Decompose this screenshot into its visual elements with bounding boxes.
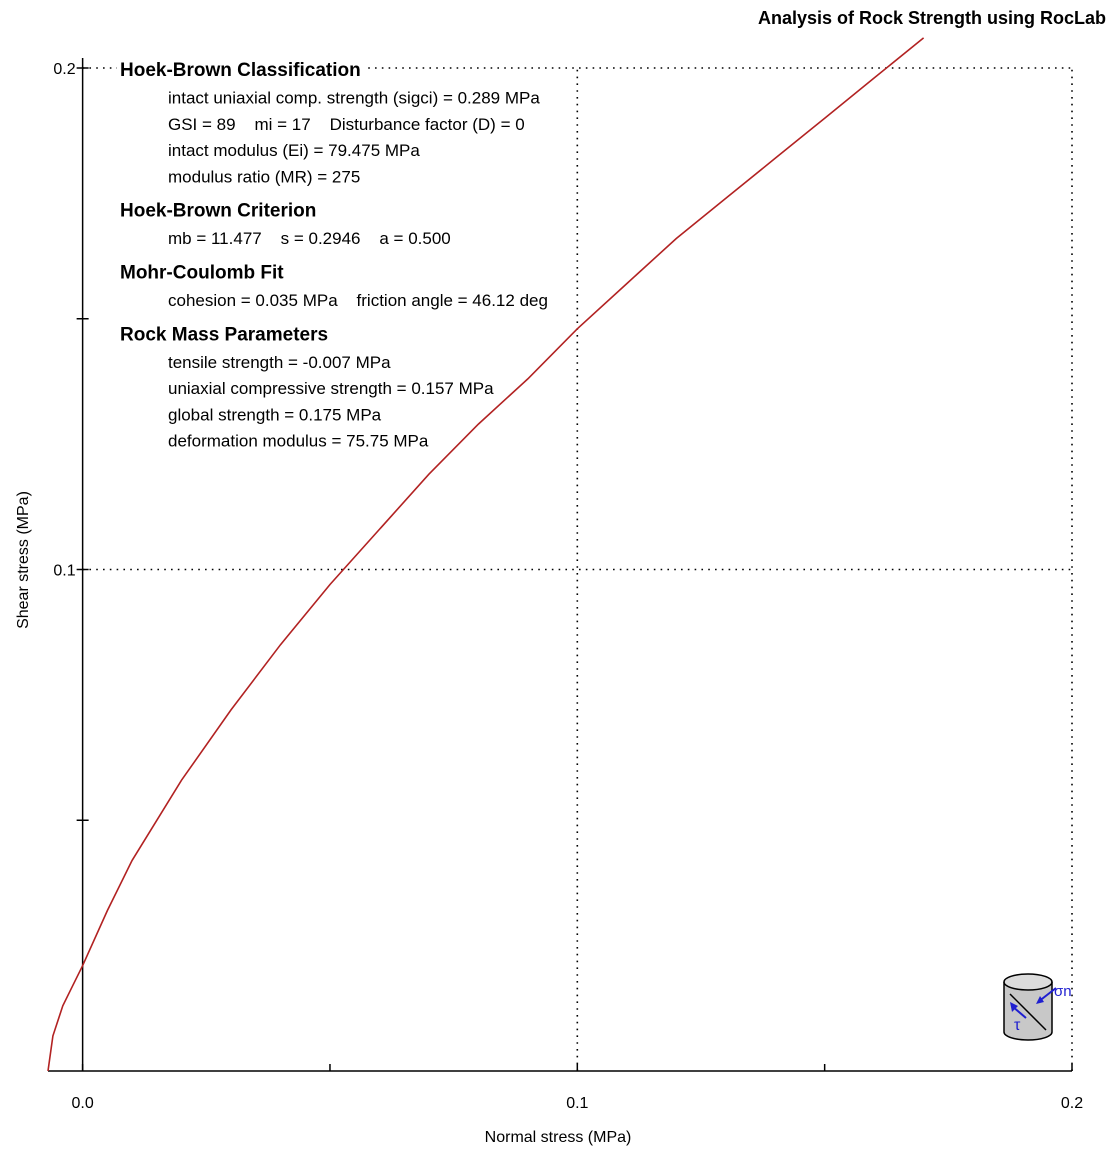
label-masks bbox=[117, 59, 553, 452]
x-tick-label: 0.1 bbox=[566, 1095, 588, 1112]
label-backing bbox=[165, 113, 530, 135]
parameter-line: cohesion = 0.035 MPa friction angle = 46… bbox=[168, 291, 548, 310]
x-tick-label: 0.0 bbox=[72, 1095, 94, 1112]
label-backing bbox=[165, 228, 456, 250]
y-tick-label: 0.2 bbox=[53, 61, 75, 78]
tau-label: τ bbox=[1014, 1017, 1021, 1034]
parameter-line: intact modulus (Ei) = 79.475 MPa bbox=[168, 141, 420, 160]
label-backing bbox=[165, 87, 546, 109]
parameter-line: tensile strength = -0.007 MPa bbox=[168, 353, 391, 372]
label-backing bbox=[165, 378, 500, 400]
parameter-line: modulus ratio (MR) = 275 bbox=[168, 167, 360, 186]
chart-title: Analysis of Rock Strength using RocLab bbox=[758, 8, 1106, 28]
parameter-line: uniaxial compressive strength = 0.157 MP… bbox=[168, 379, 494, 398]
x-tick-label: 0.2 bbox=[1061, 1095, 1083, 1112]
label-backing bbox=[117, 199, 322, 223]
label-backing bbox=[165, 140, 426, 162]
rock-sample-cylinder-icon: σn τ bbox=[1003, 973, 1072, 1041]
label-backing bbox=[165, 290, 553, 311]
label-backing bbox=[165, 404, 387, 426]
label-backing bbox=[117, 59, 366, 82]
section-heading: Rock Mass Parameters bbox=[120, 324, 328, 345]
label-backing bbox=[165, 351, 397, 373]
parameter-line: GSI = 89 mi = 17 Disturbance factor (D) … bbox=[168, 115, 525, 134]
series-layer bbox=[47, 37, 925, 1072]
section-heading: Hoek-Brown Classification bbox=[120, 60, 361, 81]
parameters-panel: Hoek-Brown Classification intact uniaxial… bbox=[120, 60, 548, 451]
section-heading: Hoek-Brown Criterion bbox=[120, 201, 316, 222]
y-axis-label: Shear stress (MPa) bbox=[15, 491, 32, 629]
parameter-line: deformation modulus = 75.75 MPa bbox=[168, 432, 429, 451]
y-tick-label: 0.1 bbox=[53, 563, 75, 580]
parameter-line: global strength = 0.175 MPa bbox=[168, 405, 382, 424]
label-backing bbox=[117, 261, 290, 285]
axes: 0.0 0.1 0.2 0.1 0.2 bbox=[48, 58, 1083, 1112]
parameter-line: mb = 11.477 s = 0.2946 a = 0.500 bbox=[168, 229, 451, 248]
sigma-n-label: σn bbox=[1054, 983, 1072, 1000]
label-backing bbox=[117, 323, 334, 347]
label-backing bbox=[165, 430, 434, 452]
x-axis-label: Normal stress (MPa) bbox=[485, 1129, 632, 1146]
label-backing bbox=[165, 166, 366, 188]
parameter-line: intact uniaxial comp. strength (sigci) =… bbox=[168, 89, 540, 108]
failure-envelope-line bbox=[47, 37, 925, 1072]
section-heading: Mohr-Coulomb Fit bbox=[120, 263, 284, 284]
